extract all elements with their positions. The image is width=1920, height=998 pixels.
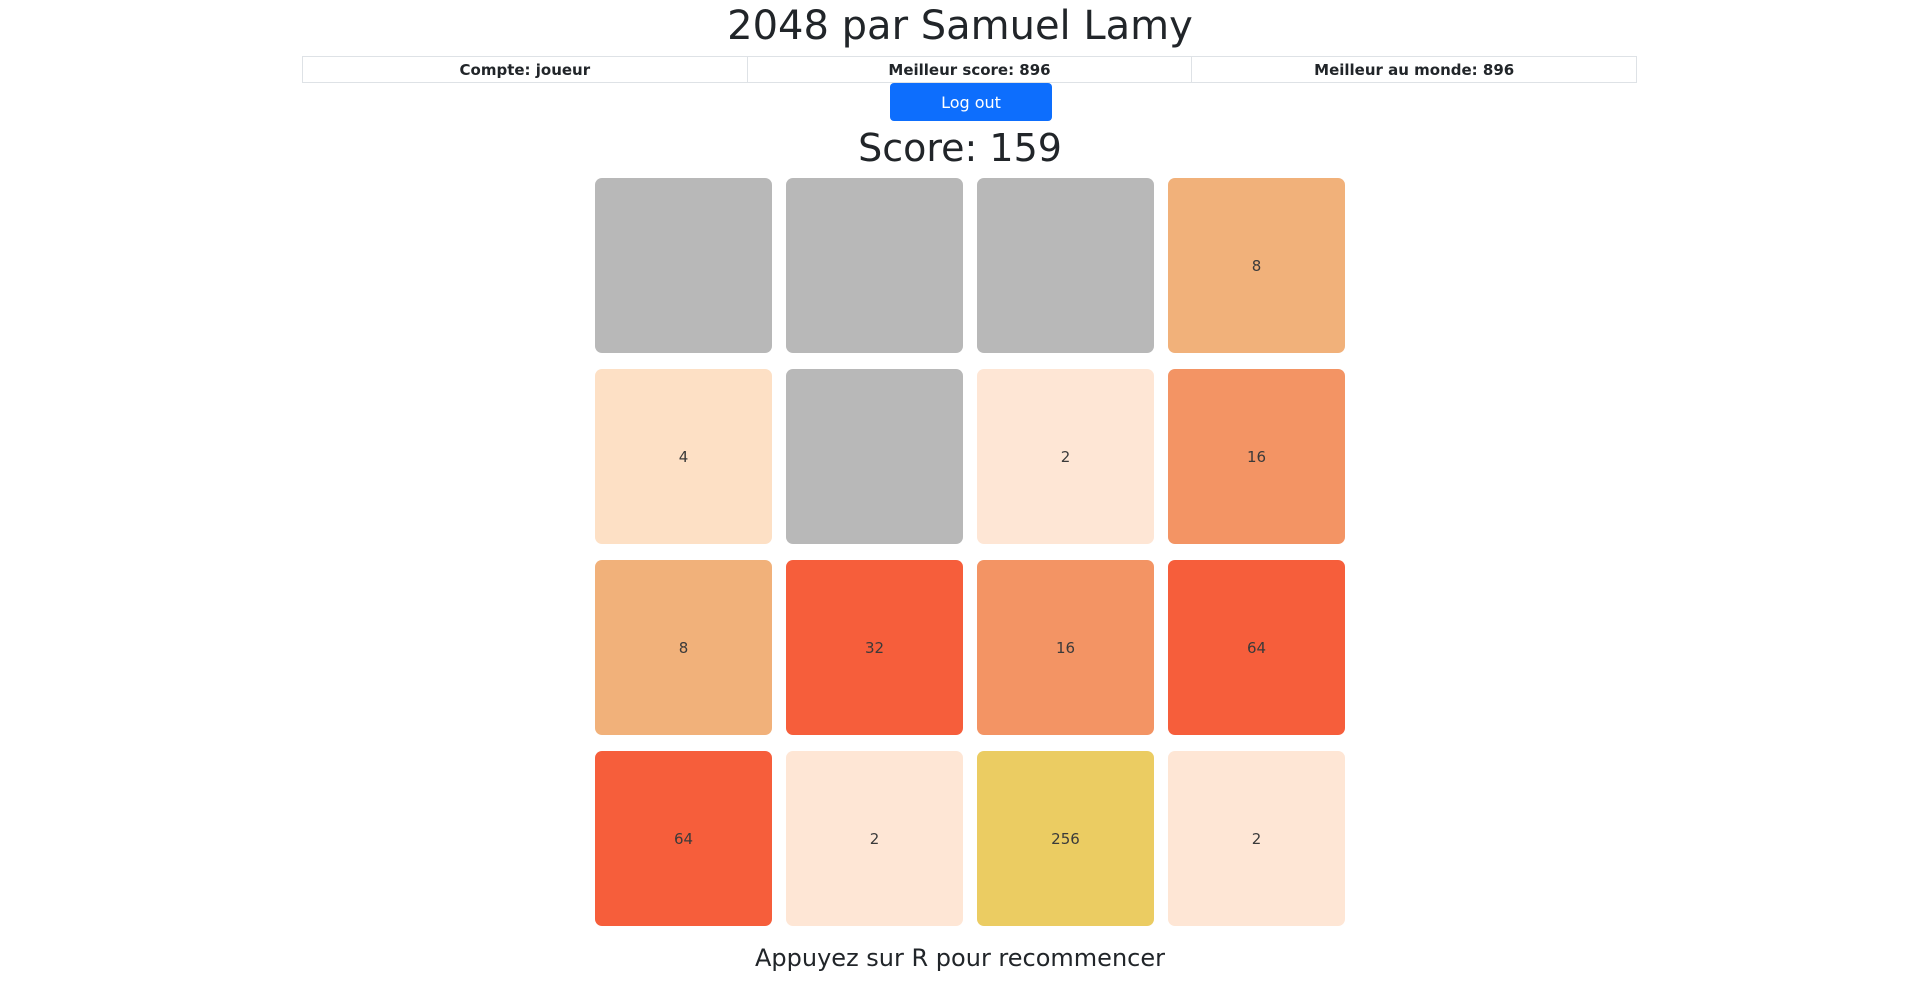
restart-hint: Appuyez sur R pour recommencer: [755, 944, 1165, 972]
score-heading: Score: 159: [858, 126, 1062, 170]
game-board: 8 4 2 16 8 32 16 64 64 2 256 2: [595, 178, 1345, 928]
tile: 256: [977, 751, 1154, 926]
tile: 8: [1168, 178, 1345, 353]
logout-button[interactable]: Log out: [890, 83, 1052, 121]
tile: 2: [977, 369, 1154, 544]
tile: 16: [977, 560, 1154, 735]
tile: 32: [786, 560, 963, 735]
tile: 2: [786, 751, 963, 926]
world-best-cell: Meilleur au monde: 896: [1314, 60, 1515, 79]
page-title: 2048 par Samuel Lamy: [727, 3, 1193, 49]
tile: 64: [1168, 560, 1345, 735]
tile-empty: [786, 369, 963, 544]
tile: 16: [1168, 369, 1345, 544]
tile: 8: [595, 560, 772, 735]
tile: 64: [595, 751, 772, 926]
tile: 2: [1168, 751, 1345, 926]
tile-empty: [786, 178, 963, 353]
account-cell: Compte: joueur: [303, 57, 748, 82]
best-score-cell: Meilleur score: 896: [748, 57, 1193, 82]
tile: 4: [595, 369, 772, 544]
tile-empty: [595, 178, 772, 353]
tile-empty: [977, 178, 1154, 353]
stats-table: Compte: joueur Meilleur score: 896 Meill…: [302, 56, 1637, 83]
